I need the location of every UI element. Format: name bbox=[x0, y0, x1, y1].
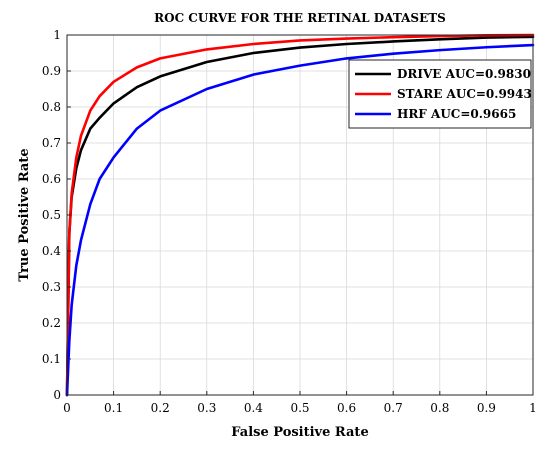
y-tick-label-10: 1 bbox=[53, 28, 61, 42]
x-tick-label-7: 0.7 bbox=[384, 401, 403, 415]
y-tick-label-0: 0 bbox=[53, 388, 61, 402]
x-tick-label-4: 0.4 bbox=[244, 401, 263, 415]
y-tick-label-8: 0.8 bbox=[42, 100, 61, 114]
x-tick-label-2: 0.2 bbox=[151, 401, 170, 415]
roc-curves bbox=[65, 33, 535, 397]
y-tick-label-3: 0.3 bbox=[42, 280, 61, 294]
legend-label-1: DRIVE AUC=0.9830 bbox=[397, 67, 531, 81]
x-axis-label: False Positive Rate bbox=[231, 425, 368, 440]
x-tick-label-10: 1 bbox=[529, 401, 537, 415]
x-tick-label-3: 0.3 bbox=[197, 401, 216, 415]
roc-curve-3 bbox=[65, 43, 535, 397]
x-tick-label-9: 0.9 bbox=[477, 401, 496, 415]
x-tick-label-1: 0.1 bbox=[104, 401, 123, 415]
y-tick-label-6: 0.6 bbox=[42, 172, 61, 186]
y-axis-label: True Positive Rate bbox=[17, 148, 32, 281]
legend[interactable]: DRIVE AUC=0.9830 STARE AUC=0.9943 HRF AUC=… bbox=[348, 59, 532, 129]
y-tick-label-7: 0.7 bbox=[42, 136, 61, 150]
y-tick-label-9: 0.9 bbox=[42, 64, 61, 78]
y-tick-label-1: 0.1 bbox=[42, 352, 61, 366]
x-tick-label-6: 0.6 bbox=[337, 401, 356, 415]
x-tick-label-0: 0 bbox=[63, 401, 71, 415]
x-tick-label-5: 0.5 bbox=[290, 401, 309, 415]
legend-box bbox=[348, 59, 532, 129]
y-tick-label-5: 0.5 bbox=[42, 208, 61, 222]
y-axis-ticks: 0 0.1 0.2 0.3 0.4 0.5 0.6 0.7 0.8 0.9 1 bbox=[42, 28, 71, 402]
legend-label-3: HRF AUC=0.9665 bbox=[397, 107, 516, 121]
chart-title: ROC CURVE FOR THE RETINAL DATASETS bbox=[154, 11, 446, 25]
legend-label-2: STARE AUC=0.9943 bbox=[397, 87, 532, 101]
y-tick-label-2: 0.2 bbox=[42, 316, 61, 330]
x-axis-ticks: 0 0.1 0.2 0.3 0.4 0.5 0.6 0.7 0.8 0.9 1 bbox=[63, 391, 537, 415]
y-tick-label-4: 0.4 bbox=[42, 244, 61, 258]
x-tick-label-8: 0.8 bbox=[430, 401, 449, 415]
roc-curve-2 bbox=[65, 33, 535, 397]
